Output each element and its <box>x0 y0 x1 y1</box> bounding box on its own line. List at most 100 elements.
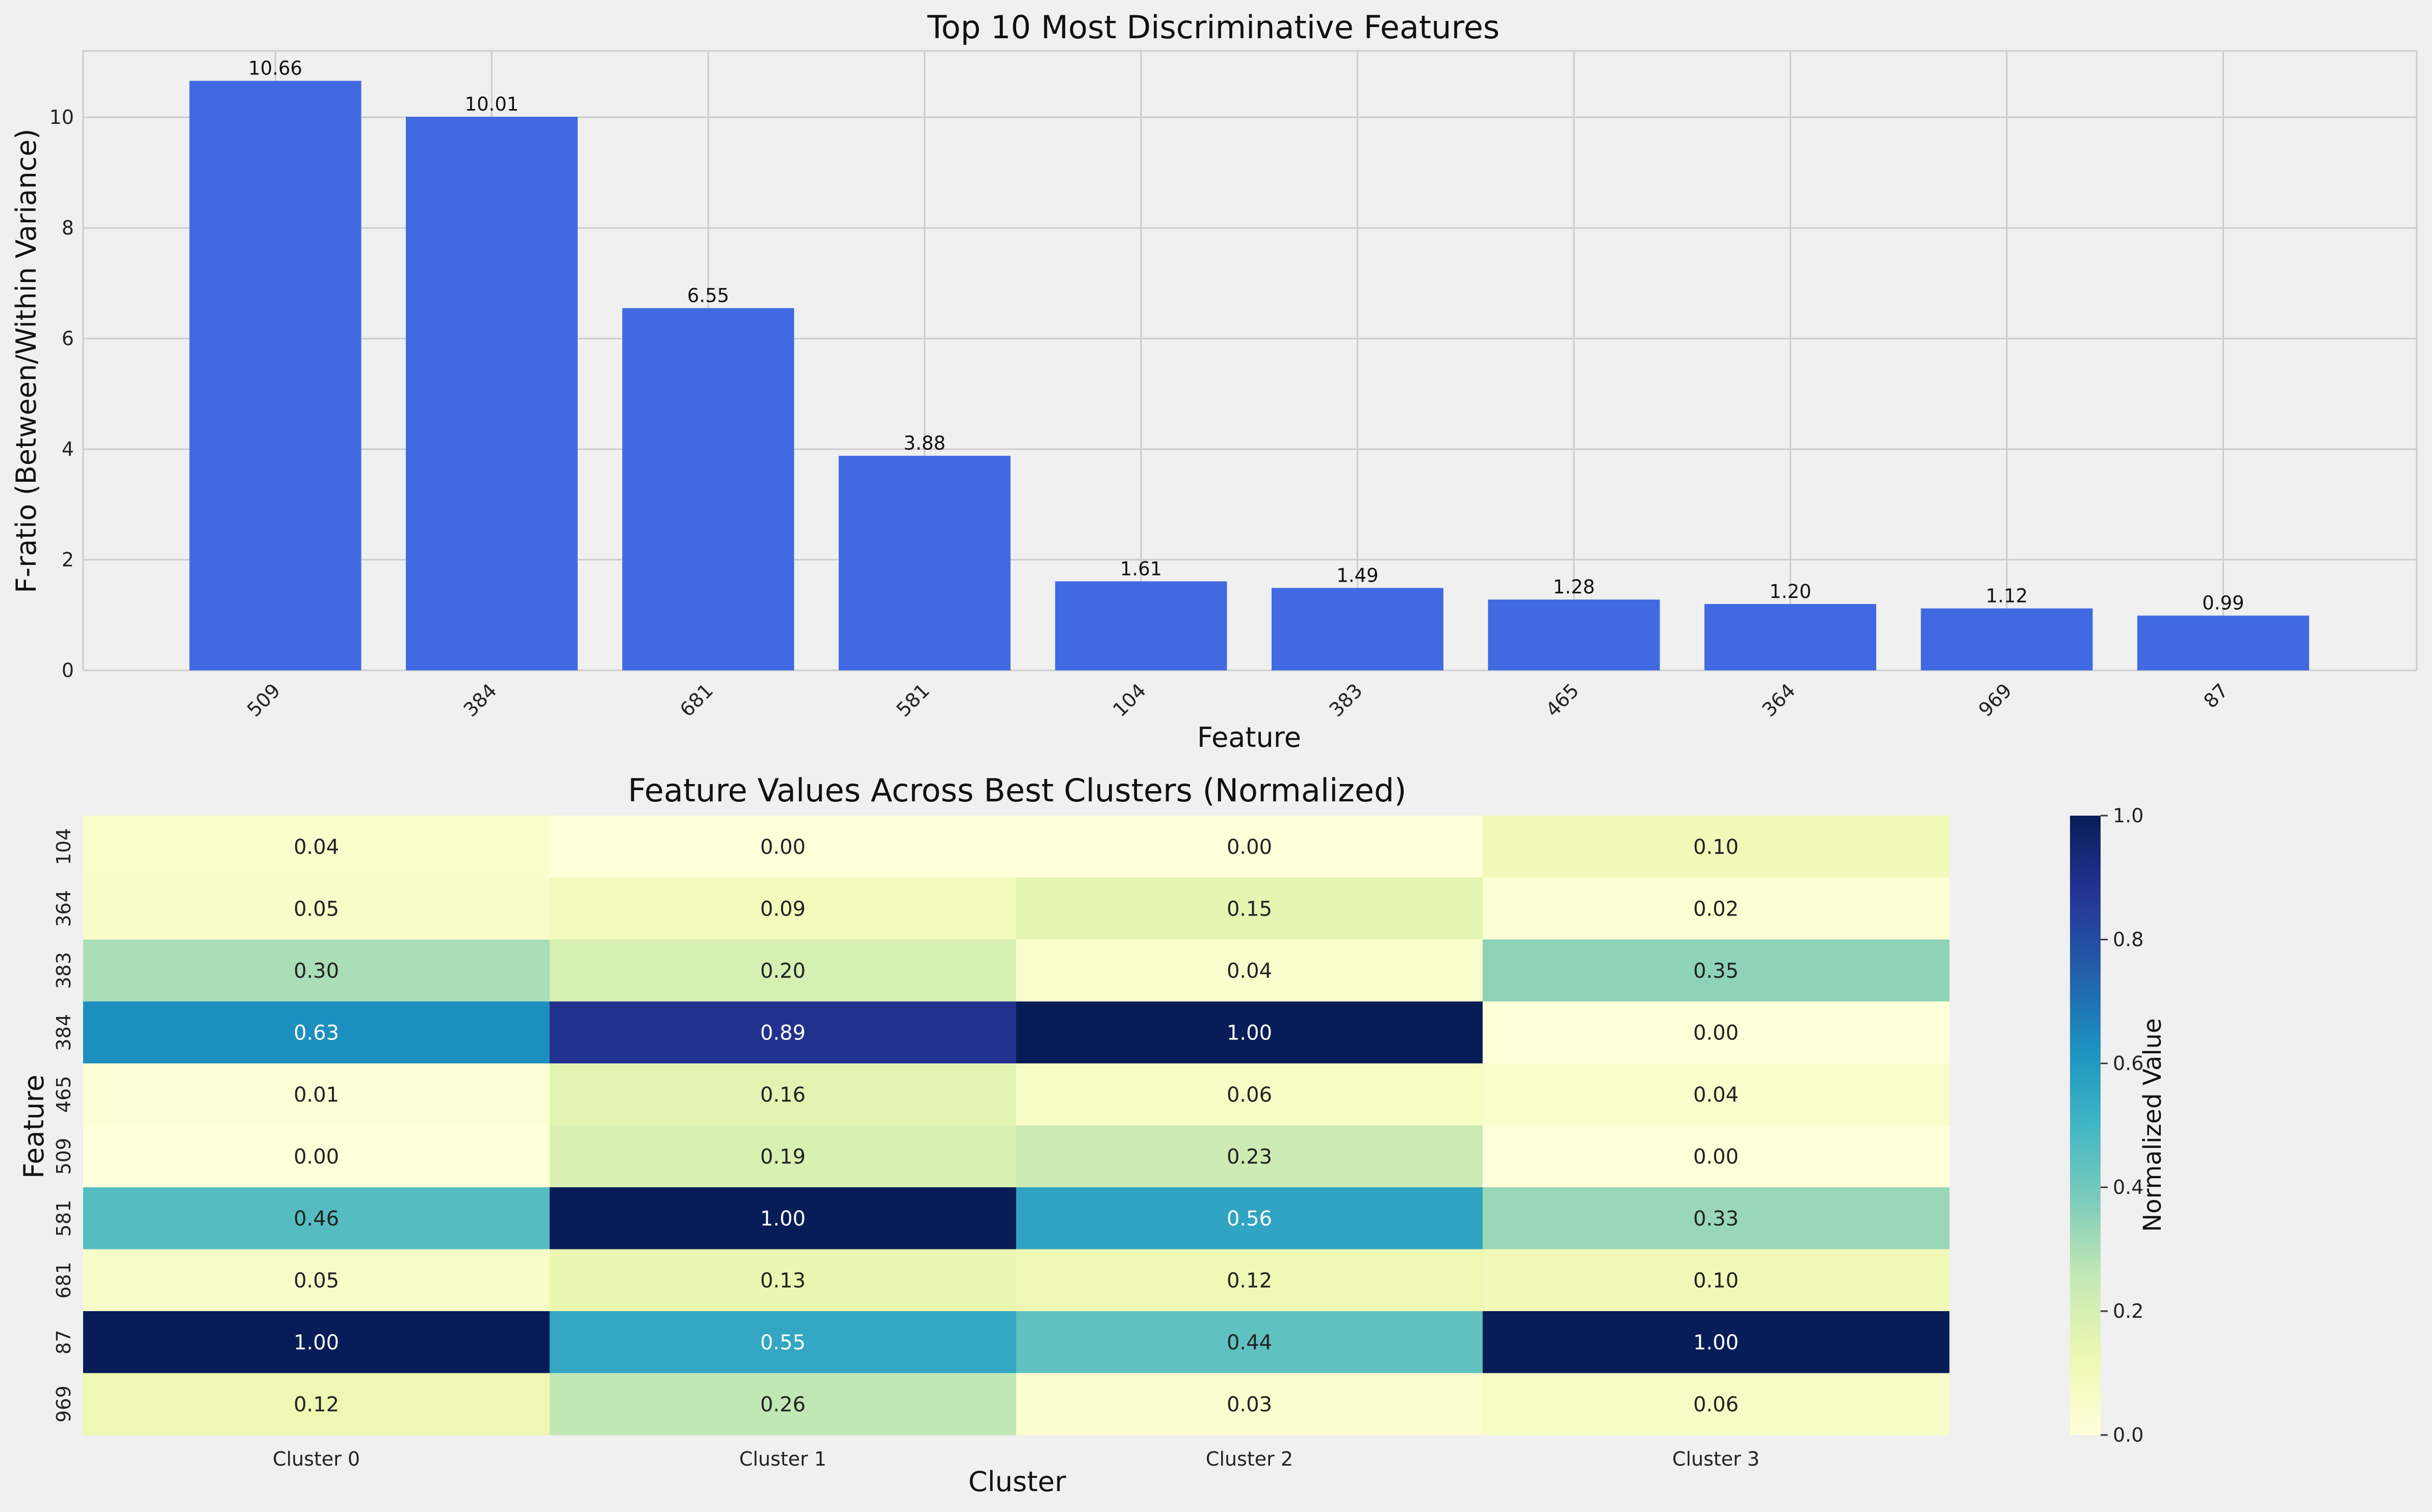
heatmap-cell-label: 0.16 <box>760 1083 806 1107</box>
heatmap-cell-label: 0.05 <box>294 1269 339 1292</box>
heatmap-cells <box>83 816 1950 1436</box>
bar-value-label: 1.12 <box>1986 585 2028 607</box>
heatmap-cell-label: 1.00 <box>760 1207 806 1231</box>
bar-y-tick-label: 4 <box>62 438 74 460</box>
heatmap-cell-label: 0.12 <box>1227 1269 1272 1292</box>
heatmap-cell-label: 0.55 <box>760 1331 806 1354</box>
bar-value-label: 1.49 <box>1336 564 1378 586</box>
heatmap-cell-label: 0.09 <box>760 897 806 921</box>
heatmap-cell <box>83 1187 550 1249</box>
heatmap-cell <box>1016 877 1483 940</box>
heatmap-cell-label: 0.04 <box>1693 1083 1739 1107</box>
bar <box>1704 604 1876 670</box>
heatmap-x-tick-label: Cluster 2 <box>1206 1448 1293 1470</box>
bar <box>2137 615 2309 670</box>
heatmap-cell <box>1483 1125 1950 1188</box>
heatmap-cell-label: 0.35 <box>1693 959 1739 983</box>
bar-y-tick-label: 6 <box>62 327 74 350</box>
heatmap-y-tick-label: 383 <box>53 952 75 989</box>
heatmap-cell-label: 0.20 <box>760 959 806 983</box>
bar-value-label: 1.20 <box>1769 581 1811 603</box>
heatmap-cell <box>83 1125 550 1188</box>
heatmap-cell <box>1016 1249 1483 1312</box>
heatmap-cell-label: 0.19 <box>760 1145 806 1168</box>
bar-value-label: 0.99 <box>2202 592 2244 614</box>
heatmap-cell-label: 0.63 <box>294 1021 339 1045</box>
colorbar-tick-label: 0.0 <box>2113 1424 2143 1446</box>
heatmap-y-ticks: 104 364 383 384 465 509 581 681 87 969 <box>53 828 75 1422</box>
heatmap-cell <box>83 816 550 878</box>
heatmap-cell-label: 0.10 <box>1693 836 1739 859</box>
heatmap-cell-labels: 0.04 0.00 0.00 0.10 0.05 0.09 0.15 0.02 0.30 0.20… <box>294 836 1739 1417</box>
heatmap-cell-label: 0.00 <box>1693 1145 1739 1168</box>
heatmap-cell <box>1483 877 1950 940</box>
bar <box>622 308 794 670</box>
bar <box>839 456 1011 670</box>
colorbar <box>2070 816 2101 1435</box>
bar-x-tick-label: 364 <box>1757 679 1799 721</box>
heatmap-cell <box>1016 1187 1483 1249</box>
bar-value-label: 3.88 <box>903 432 945 454</box>
bar-series <box>189 81 2309 671</box>
bar-value-label: 1.28 <box>1553 576 1595 598</box>
heatmap-cell-label: 0.12 <box>294 1393 339 1416</box>
heatmap-y-tick-label: 87 <box>53 1330 75 1354</box>
heatmap-cell-label: 0.02 <box>1693 897 1739 921</box>
bar-chart-title: Top 10 Most Discriminative Features <box>927 9 1499 46</box>
colorbar-tick-label: 0.6 <box>2113 1052 2143 1075</box>
heatmap-cell-label: 0.06 <box>1693 1393 1739 1416</box>
heatmap-cell <box>1483 816 1950 878</box>
heatmap-cell <box>1483 1187 1950 1249</box>
heatmap-y-tick-label: 581 <box>53 1200 75 1237</box>
heatmap-x-tick-label: Cluster 1 <box>739 1448 826 1470</box>
bar-x-tick-label: 509 <box>243 679 284 721</box>
colorbar-tick-label: 0.8 <box>2113 928 2143 951</box>
heatmap-y-tick-label: 104 <box>53 828 75 865</box>
heatmap-cell-label: 0.26 <box>760 1393 806 1416</box>
heatmap-cell-label: 0.05 <box>294 897 339 921</box>
heatmap-cell-label: 0.00 <box>294 1145 339 1168</box>
bar <box>1272 588 1443 670</box>
heatmap-cell-label: 0.13 <box>760 1269 806 1292</box>
bar <box>189 81 361 671</box>
heatmap-y-tick-label: 681 <box>53 1262 75 1299</box>
heatmap-cell <box>550 1187 1017 1249</box>
heatmap-cell <box>1016 1373 1483 1436</box>
heatmap-cell-label: 0.10 <box>1693 1269 1739 1292</box>
heatmap-cell-label: 0.30 <box>294 959 339 983</box>
heatmap-cell <box>550 1125 1017 1188</box>
bar <box>1488 599 1660 670</box>
heatmap-cell <box>83 940 550 1002</box>
heatmap-cell-label: 0.00 <box>1693 1021 1739 1045</box>
bar-y-tick-label: 2 <box>62 549 74 571</box>
heatmap-cell-label: 0.44 <box>1227 1331 1272 1354</box>
heatmap-cell <box>550 1311 1017 1373</box>
colorbar-label: Normalized Value <box>2138 1018 2167 1232</box>
bar-x-tick-label: 465 <box>1541 679 1583 721</box>
bar <box>1055 581 1227 670</box>
heatmap-y-tick-label: 969 <box>53 1386 75 1423</box>
bar-x-tick-label: 104 <box>1108 679 1150 721</box>
heatmap-cell <box>83 1311 550 1373</box>
bar-value-label: 6.55 <box>687 284 729 306</box>
bar-x-tick-label: 581 <box>892 679 934 721</box>
heatmap-cell-label: 0.06 <box>1227 1083 1272 1107</box>
heatmap-cell <box>1016 1125 1483 1188</box>
heatmap-cell-label: 0.00 <box>1227 836 1272 859</box>
heatmap-cell <box>550 1249 1017 1312</box>
heatmap-chart: Feature Values Across Best Clusters (Nor… <box>18 772 2167 1498</box>
colorbar-tick-label: 1.0 <box>2113 804 2143 827</box>
bar <box>1921 608 2093 670</box>
heatmap-cell <box>83 1063 550 1126</box>
bar-y-tick-label: 8 <box>62 217 74 239</box>
colorbar-tick-label: 0.4 <box>2113 1176 2143 1198</box>
heatmap-cell-label: 0.89 <box>760 1021 806 1045</box>
heatmap-y-tick-label: 509 <box>53 1138 75 1175</box>
bar-y-axis-label: F-ratio (Between/Within Variance) <box>10 128 42 593</box>
heatmap-cell-label: 0.03 <box>1227 1393 1272 1416</box>
bar-value-label: 10.01 <box>465 93 519 115</box>
heatmap-cell <box>1483 1311 1950 1373</box>
heatmap-cell-label: 0.15 <box>1227 897 1272 921</box>
bar-x-tick-label: 681 <box>676 679 717 721</box>
